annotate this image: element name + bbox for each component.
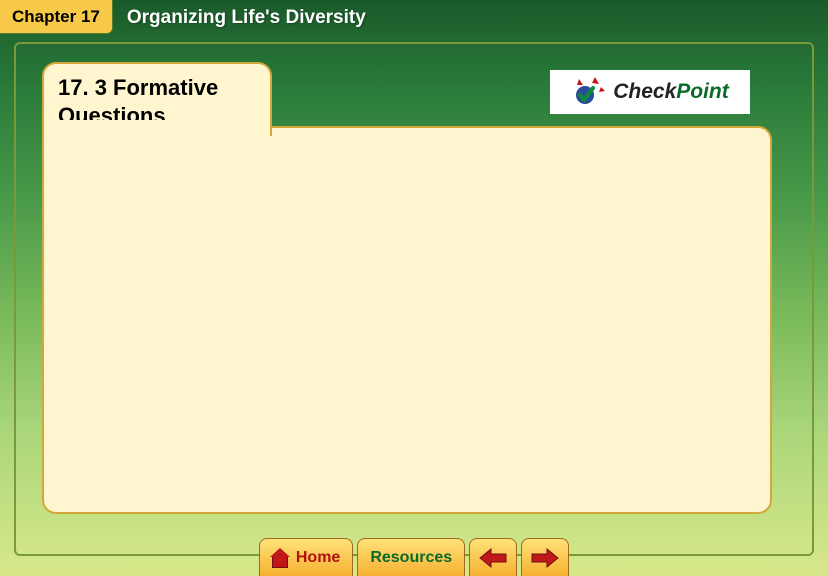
checkpoint-icon [571,75,607,109]
checkpoint-text: CheckPoint [613,80,729,104]
arrow-right-icon [530,547,560,569]
arrow-left-icon [478,547,508,569]
checkpoint-point: Point [676,80,729,103]
home-icon [272,550,290,566]
next-button[interactable] [521,538,569,576]
tab-merge-decor [44,120,270,132]
checkpoint-badge: CheckPoint [550,70,750,114]
resources-button[interactable]: Resources [357,538,465,576]
chapter-title: Organizing Life's Diversity [113,0,380,34]
tab-label-line1: 17. 3 Formative [58,75,218,100]
home-label: Home [296,549,340,567]
chapter-badge: Chapter 17 [0,0,113,34]
header-bar: Chapter 17 Organizing Life's Diversity [0,0,828,34]
tab-body [42,126,772,514]
checkpoint-check: Check [613,80,676,103]
home-button[interactable]: Home [259,538,353,576]
footer-nav: Home Resources [0,532,828,576]
prev-button[interactable] [469,538,517,576]
resources-label: Resources [370,549,452,567]
